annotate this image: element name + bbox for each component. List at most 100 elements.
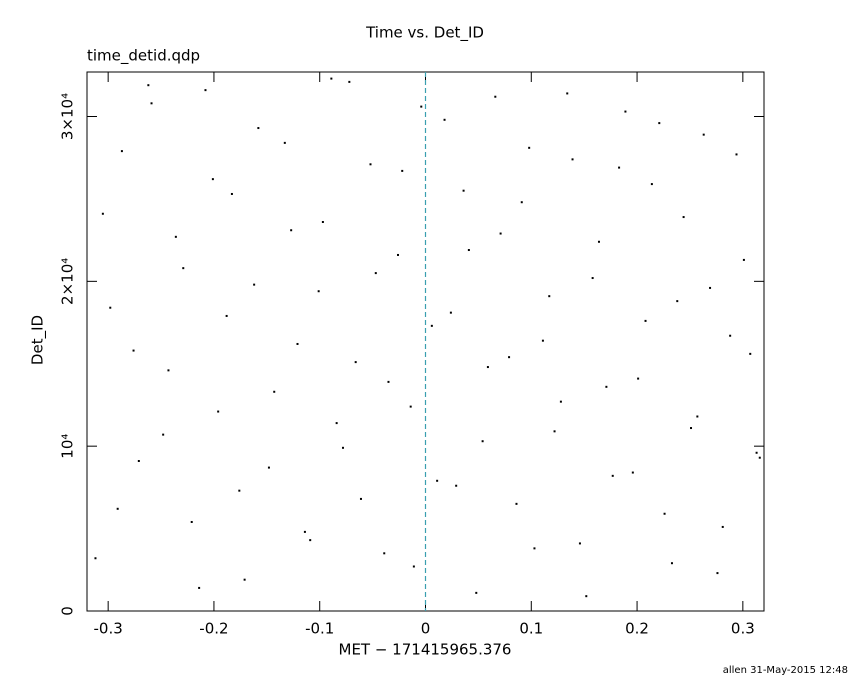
point	[658, 122, 661, 125]
point	[120, 150, 123, 153]
point	[401, 169, 404, 172]
point	[387, 380, 390, 383]
point	[396, 253, 399, 256]
point	[690, 427, 693, 430]
point	[420, 105, 423, 108]
point	[663, 512, 666, 515]
point	[548, 295, 551, 298]
point	[436, 479, 439, 482]
point	[481, 440, 484, 443]
point	[309, 539, 312, 542]
point	[296, 342, 299, 345]
point	[101, 212, 104, 215]
chart-subtitle: time_detid.qdp	[87, 47, 200, 66]
point	[571, 158, 574, 161]
point	[578, 542, 581, 545]
point	[290, 229, 293, 232]
point	[758, 456, 761, 459]
point	[670, 562, 673, 565]
point	[243, 578, 246, 581]
point	[267, 466, 270, 469]
point	[650, 183, 653, 186]
point	[383, 552, 386, 555]
point	[303, 530, 306, 533]
point	[515, 502, 518, 505]
point	[618, 166, 621, 169]
x-tick-label: -0.1	[305, 620, 334, 638]
point	[116, 507, 119, 510]
point	[605, 385, 608, 388]
point	[676, 300, 679, 303]
point	[167, 369, 170, 372]
point	[553, 430, 556, 433]
x-tick-label: 0.1	[519, 620, 543, 638]
point	[644, 319, 647, 322]
point	[611, 474, 614, 477]
point	[467, 249, 470, 252]
point	[637, 377, 640, 380]
point	[348, 80, 351, 83]
point	[755, 451, 758, 454]
point	[494, 95, 497, 98]
point	[475, 591, 478, 594]
point	[182, 267, 185, 270]
point	[150, 102, 153, 105]
point	[174, 235, 177, 238]
point	[528, 146, 531, 149]
point	[321, 220, 324, 223]
y-axis-label: Det_ID	[29, 315, 48, 365]
point	[696, 415, 699, 418]
point	[253, 283, 256, 286]
point	[591, 277, 594, 280]
x-tick-label: -0.2	[199, 620, 228, 638]
point	[533, 547, 536, 550]
point	[716, 572, 719, 575]
point	[330, 77, 333, 80]
point	[624, 110, 627, 113]
y-tick-label: 0	[59, 606, 77, 616]
point	[721, 525, 724, 528]
point	[273, 390, 276, 393]
point	[341, 446, 344, 449]
point	[190, 520, 193, 523]
x-tick-label: 0	[421, 620, 431, 638]
point	[412, 565, 415, 568]
point	[409, 405, 412, 408]
point	[230, 192, 233, 195]
point	[541, 339, 544, 342]
point	[374, 272, 377, 275]
point	[449, 311, 452, 314]
point	[162, 433, 165, 436]
point	[238, 489, 241, 492]
x-axis-label: MET − 171415965.376	[339, 641, 512, 659]
point	[283, 141, 286, 144]
point	[94, 557, 97, 560]
point	[702, 133, 705, 136]
point	[735, 153, 738, 156]
y-tick-label: 3×10⁴	[59, 93, 77, 140]
point	[204, 89, 207, 92]
point	[486, 366, 489, 369]
point	[147, 84, 150, 87]
point	[709, 286, 712, 289]
point	[585, 595, 588, 598]
point	[729, 334, 732, 337]
point	[566, 92, 569, 95]
point	[257, 127, 260, 130]
point	[359, 497, 362, 500]
point	[132, 349, 135, 352]
point	[462, 189, 465, 192]
point	[682, 216, 685, 219]
point	[559, 400, 562, 403]
point	[317, 290, 320, 293]
point	[369, 163, 372, 166]
point	[354, 361, 357, 364]
point	[211, 178, 214, 181]
x-tick-label: -0.3	[94, 620, 123, 638]
point	[742, 258, 745, 261]
point	[225, 314, 228, 317]
point	[217, 410, 220, 413]
point	[455, 484, 458, 487]
chart-title: Time vs. Det_ID	[365, 24, 484, 43]
